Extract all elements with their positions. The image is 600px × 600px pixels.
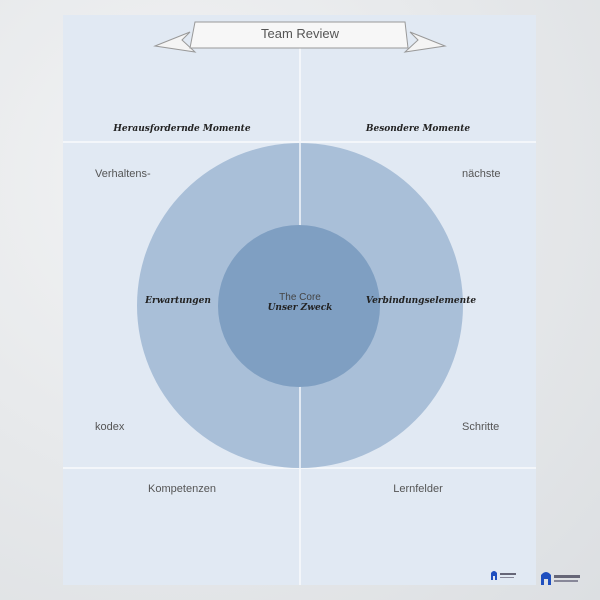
divider — [299, 468, 301, 585]
side-label: nächste — [462, 168, 501, 180]
ring-label-right: Verbindungselemente — [365, 296, 477, 306]
divider — [299, 40, 301, 142]
core-subtitle: Unser Zweck — [267, 303, 333, 313]
core-circle — [218, 225, 380, 387]
quadrant-label-bottom-right: Lernfelder — [393, 483, 443, 495]
side-label: Verhaltens- — [95, 168, 151, 180]
core-title: The Core — [279, 292, 321, 303]
logo — [541, 572, 580, 585]
ring-label-left: Erwartungen — [145, 296, 211, 306]
title-banner — [153, 21, 447, 53]
logo-small — [491, 571, 516, 580]
side-label: kodex — [95, 421, 125, 433]
quadrant-label-bottom-left: Kompetenzen — [148, 483, 216, 495]
page-title: Team Review — [260, 26, 340, 41]
quadrant-label-top-left: Herausfordernde Momente — [113, 124, 251, 134]
quadrant-label-top-right: Besondere Momente — [365, 124, 471, 134]
side-label: Schritte — [462, 421, 500, 433]
divider — [63, 141, 536, 143]
